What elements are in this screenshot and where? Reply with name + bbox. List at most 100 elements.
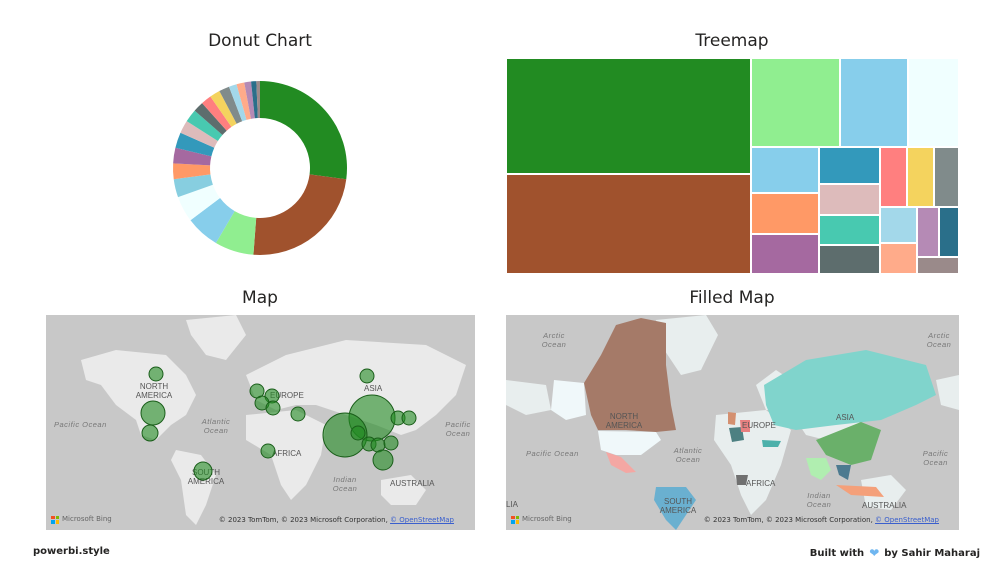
continent-label: NORTH AMERICA (605, 412, 643, 430)
copyright-text: © 2023 TomTom, © 2023 Microsoft Corporat… (218, 516, 391, 524)
region-china[interactable] (816, 422, 881, 465)
donut-slice[interactable] (173, 163, 211, 180)
treemap-tile[interactable] (880, 207, 917, 243)
treemap-tile[interactable] (751, 193, 819, 234)
treemap-tile[interactable] (908, 58, 959, 147)
continent-label: ASIA (836, 413, 855, 422)
bing-logo: Microsoft Bing (511, 515, 572, 524)
continent-label: NORTH AMERICA (135, 382, 173, 400)
map-bubble[interactable] (383, 435, 399, 451)
donut-slice[interactable] (251, 81, 258, 119)
map-bubble[interactable] (372, 449, 394, 471)
bing-logo: Microsoft Bing (51, 515, 112, 524)
treemap-tile[interactable] (917, 257, 959, 274)
treemap-tile[interactable] (506, 58, 751, 174)
filled-map-title: Filled Map (689, 288, 775, 308)
treemap-tile[interactable] (819, 245, 880, 274)
treemap (506, 58, 959, 274)
donut-slice[interactable] (194, 103, 227, 135)
donut-slice[interactable] (173, 174, 213, 198)
treemap-tile[interactable] (880, 147, 907, 207)
treemap-tile[interactable] (840, 58, 908, 147)
treemap-tile[interactable] (751, 58, 840, 147)
region-brazil[interactable] (654, 487, 696, 530)
ocean-label: Pacific Ocean (922, 449, 949, 467)
ocean-label: Arctic Ocean (541, 331, 567, 349)
donut-slice[interactable] (253, 174, 347, 255)
region-usa[interactable] (598, 431, 661, 455)
osm-link[interactable]: © OpenStreetMap (390, 516, 454, 524)
treemap-tile[interactable] (880, 243, 917, 274)
ocean-label: Indian Ocean (806, 491, 832, 509)
map-bubble[interactable] (148, 366, 164, 382)
treemap-tile[interactable] (917, 207, 939, 257)
donut-slice[interactable] (210, 91, 237, 127)
donut-slice[interactable] (215, 211, 257, 255)
map-bubble[interactable] (193, 461, 213, 481)
region-germany[interactable] (740, 420, 750, 432)
treemap-tile[interactable] (751, 234, 819, 274)
donut-slice[interactable] (256, 81, 260, 119)
donut-slice[interactable] (260, 81, 347, 180)
region-alaska[interactable] (551, 380, 586, 420)
treemap-tile[interactable] (506, 174, 751, 274)
donut-slice[interactable] (236, 82, 251, 120)
donut-slice[interactable] (186, 110, 223, 142)
treemap-tile[interactable] (907, 147, 934, 207)
region-nigeria[interactable] (736, 475, 748, 485)
donut-slice[interactable] (219, 86, 243, 124)
donut-slice[interactable] (244, 81, 255, 119)
treemap-tile[interactable] (819, 147, 880, 184)
filled-map[interactable]: Arctic Ocean Arctic Ocean Pacific Ocean … (506, 315, 959, 530)
treemap-tile[interactable] (819, 215, 880, 245)
map-bubble[interactable] (141, 424, 159, 442)
continent-label: AUSTRALIA (390, 479, 435, 488)
region-indonesia[interactable] (836, 485, 884, 497)
region-canada[interactable] (584, 318, 676, 432)
treemap-title: Treemap (695, 31, 769, 51)
treemap-tile[interactable] (751, 147, 819, 193)
microsoft-logo-icon (51, 515, 59, 524)
region-mexico[interactable] (606, 452, 636, 473)
region-thailand[interactable] (836, 465, 851, 480)
map-bubble[interactable] (260, 443, 276, 459)
map-bubble[interactable] (265, 400, 281, 416)
map-bubble[interactable] (401, 410, 417, 426)
donut-slice[interactable] (190, 198, 235, 244)
continent-label: AFRICA (746, 479, 776, 488)
osm-link[interactable]: © OpenStreetMap (875, 516, 939, 524)
map-bubble[interactable] (140, 400, 166, 426)
treemap-tile[interactable] (939, 207, 959, 257)
ocean-label: Arctic Ocean (926, 331, 952, 349)
region-russia[interactable] (764, 350, 936, 430)
region-uk[interactable] (728, 412, 736, 425)
map-attribution: © 2023 TomTom, © 2023 Microsoft Corporat… (704, 516, 939, 525)
region-france[interactable] (729, 427, 744, 442)
donut-slice[interactable] (178, 184, 221, 221)
region-turkey[interactable] (762, 440, 781, 447)
ocean-label: Pacific Ocean (526, 449, 579, 458)
donut-slice[interactable] (229, 84, 247, 122)
donut-slice[interactable] (173, 147, 212, 166)
continent-label: SOUTH AMERICA (659, 497, 697, 515)
ocean-label: Atlantic Ocean (201, 417, 231, 435)
ocean-label: Pacific Ocean (445, 420, 471, 438)
donut-title: Donut Chart (208, 31, 312, 51)
map-bubble[interactable] (350, 425, 366, 441)
treemap-tile[interactable] (934, 147, 959, 207)
map-attribution: © 2023 TomTom, © 2023 Microsoft Corporat… (219, 516, 454, 525)
donut-slice[interactable] (180, 121, 218, 148)
blue-heart-icon: ❤ (869, 546, 880, 560)
treemap-tile[interactable] (819, 184, 880, 215)
continent-label: AFRICA (272, 449, 302, 458)
map-bubble[interactable] (359, 368, 375, 384)
bubble-map[interactable]: Pacific Ocean Pacific Ocean Atlantic Oce… (46, 315, 475, 530)
map-bubble[interactable] (322, 412, 368, 458)
donut-slice[interactable] (202, 96, 232, 131)
region-india[interactable] (806, 458, 831, 480)
footer-credit: Built with ❤ by Sahir Maharaj (810, 546, 980, 560)
map-bubble[interactable] (290, 406, 306, 422)
footer-brand[interactable]: powerbi.style (33, 546, 110, 557)
ocean-label: Indian Ocean (332, 475, 358, 493)
donut-slice[interactable] (175, 132, 215, 157)
